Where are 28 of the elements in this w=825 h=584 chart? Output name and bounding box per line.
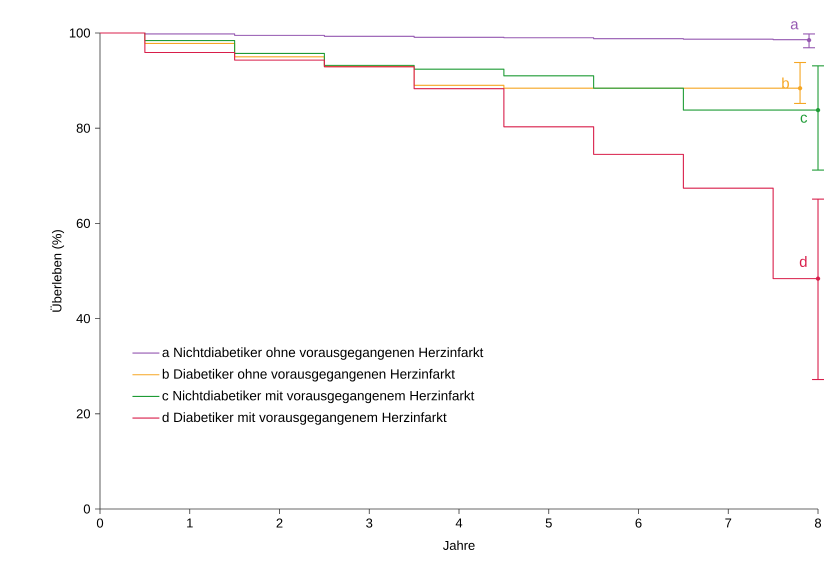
point [798, 86, 802, 90]
annotation: c [800, 114, 808, 123]
legend-label: d Diabetiker mit vorausgegangenem Herzinfarkt [162, 412, 447, 425]
annotation: d [800, 256, 807, 267]
x-axis-title: Jahre [443, 540, 475, 550]
legend-label: c Nichtdiabetiker mit vorausgegangenem Herzinfarkt [162, 390, 474, 404]
x-tick-label: 6 [636, 518, 642, 528]
x-tick-label: 4 [456, 518, 462, 528]
y-tick-label: 100 [70, 28, 90, 38]
annotation: a [790, 21, 799, 30]
point [816, 276, 820, 281]
x-tick-label: 5 [546, 518, 552, 528]
legend-label: b Diabetiker ohne vorausgegangenen Herzinfarkt [162, 368, 455, 382]
x-tick-label: 7 [725, 518, 732, 528]
y-axis-title: Überleben (%) [50, 230, 64, 312]
x-tick-label: 1 [187, 518, 193, 528]
y-tick-label: 80 [76, 124, 90, 133]
x-tick-label: 0 [96, 518, 104, 528]
point [816, 108, 820, 112]
legend-label: a Nichtdiabetiker ohne vorausgegangenen Herzinfarkt [162, 347, 484, 360]
y-tick-label: 0 [84, 504, 90, 514]
x-tick-label: 3 [366, 518, 372, 528]
y-tick-label: 60 [76, 218, 90, 228]
y-tick-label: 40 [76, 314, 90, 324]
y-tick-label: 20 [76, 409, 90, 418]
x-tick-label: 2 [276, 518, 282, 528]
x-tick-label: 8 [814, 518, 822, 528]
point [806, 38, 812, 42]
